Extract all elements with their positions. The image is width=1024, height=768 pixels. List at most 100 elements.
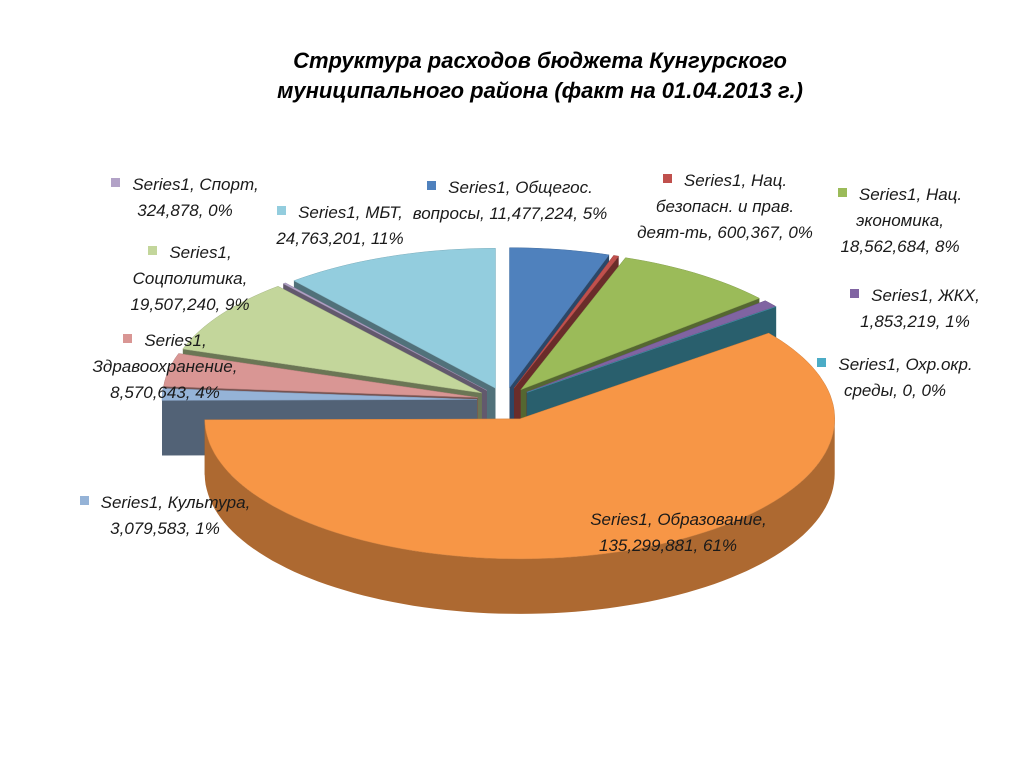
slice-side: [204, 418, 835, 614]
percent-label: 0%: [921, 381, 947, 400]
category-label: Охр.окр. среды: [843, 355, 973, 400]
category-label: Общегос. вопросы: [412, 178, 593, 223]
category-label: МБТ: [365, 203, 399, 222]
separator: ,: [242, 269, 248, 288]
series-name: Series1: [858, 185, 917, 204]
separator: ,: [505, 178, 516, 197]
value-label: 19,507,240: [130, 295, 216, 314]
slice: [520, 257, 761, 391]
slice: [526, 300, 777, 393]
value-label: 600,367: [717, 223, 779, 242]
data-label: Series1, Спорт, 324,878, 0%: [100, 172, 270, 224]
category-label: Культура: [167, 493, 246, 512]
value-label: 3,079,583: [110, 519, 186, 538]
legend-marker: [277, 206, 287, 215]
slice: [513, 255, 620, 389]
chart-title: Структура расходов бюджета Кунгурского м…: [277, 48, 803, 103]
separator: ,: [925, 237, 935, 256]
separator: ,: [158, 493, 168, 512]
slice: [163, 353, 478, 398]
value-label: 11,477,224: [489, 204, 574, 223]
data-label: Series1, Нац. безопасн. и прав. деят-ть,…: [635, 168, 815, 246]
separator: ,: [707, 223, 718, 242]
data-label: Series1, Нац. экономика, 18,562,684, 8%: [825, 182, 975, 260]
separator: ,: [198, 201, 209, 220]
separator: ,: [361, 229, 371, 248]
series-name: Series1: [683, 171, 742, 190]
series-name: Series1: [298, 203, 356, 222]
legend-marker: [817, 358, 827, 367]
series-name: Series1: [100, 493, 159, 512]
percent-label: 4%: [195, 383, 220, 402]
value-label: 0: [902, 381, 912, 400]
percent-label: 11%: [370, 229, 404, 248]
series-name: Series1: [590, 510, 648, 529]
slice: [509, 247, 610, 389]
separator: ,: [201, 331, 207, 350]
separator: ,: [896, 355, 906, 374]
percent-label: 5%: [582, 204, 608, 223]
separator: ,: [355, 203, 366, 222]
separator: ,: [916, 185, 926, 204]
separator: ,: [893, 381, 903, 400]
data-label: Series1, Охр.окр. среды, 0, 0%: [805, 352, 985, 404]
category-label: Спорт: [199, 175, 254, 194]
series-name: Series1: [132, 175, 190, 194]
category-label: Образование: [657, 510, 763, 529]
separator: ,: [762, 510, 767, 529]
value-label: 135,299,881: [598, 536, 694, 555]
separator: ,: [912, 381, 922, 400]
category-label: ЖКХ: [938, 286, 976, 305]
category-label: Нац. безопасн. и прав. деят-ть: [637, 171, 795, 242]
separator: ,: [647, 510, 658, 529]
separator: ,: [189, 175, 200, 194]
slice: [527, 306, 777, 393]
legend-marker: [662, 174, 672, 183]
separator: ,: [479, 204, 490, 223]
legend-marker: [427, 181, 437, 190]
percent-label: 61%: [702, 536, 738, 555]
slice: [182, 286, 482, 394]
value-label: 1,853,219: [860, 312, 936, 331]
data-label: Series1, Здравоохранение, 8,570,643, 4%: [65, 328, 265, 406]
legend-marker: [850, 289, 860, 298]
data-label: Series1, МБТ, 24,763,201, 11%: [275, 200, 405, 252]
value-label: 324,878: [137, 201, 199, 220]
category-label: Здравоохранение: [92, 357, 233, 376]
series-name: Series1: [169, 243, 227, 262]
value-label: 24,763,201: [276, 229, 362, 248]
separator: ,: [215, 295, 225, 314]
legend-marker: [148, 246, 158, 255]
data-label: Series1, ЖКХ, 1,853,219, 1%: [840, 283, 990, 335]
separator: ,: [928, 286, 939, 305]
slice: [282, 282, 488, 391]
series-name: Series1: [871, 286, 929, 305]
category-label: Нац. экономика: [856, 185, 963, 230]
legend-marker: [837, 188, 847, 197]
separator: ,: [226, 243, 232, 262]
percent-label: 0%: [788, 223, 813, 242]
data-label: Series1, Образование, 135,299,881, 61%: [568, 507, 768, 559]
separator: ,: [245, 493, 251, 512]
separator: ,: [939, 211, 944, 230]
separator: ,: [935, 312, 946, 331]
percent-label: 1%: [945, 312, 970, 331]
separator: ,: [573, 204, 583, 223]
legend-marker: [569, 513, 579, 522]
legend-marker: [79, 496, 89, 505]
separator: ,: [398, 203, 403, 222]
value-label: 8,570,643: [110, 383, 186, 402]
separator: ,: [185, 383, 196, 402]
series-name: Series1: [144, 331, 202, 350]
separator: ,: [975, 286, 980, 305]
slice: [204, 332, 835, 560]
percent-label: 8%: [934, 237, 960, 256]
legend-marker: [111, 178, 121, 187]
slice: [161, 388, 478, 401]
value-label: 18,562,684: [840, 237, 926, 256]
percent-label: 0%: [208, 201, 233, 220]
data-label: Series1, Культура, 3,079,583, 1%: [45, 490, 285, 542]
separator: ,: [232, 357, 238, 376]
